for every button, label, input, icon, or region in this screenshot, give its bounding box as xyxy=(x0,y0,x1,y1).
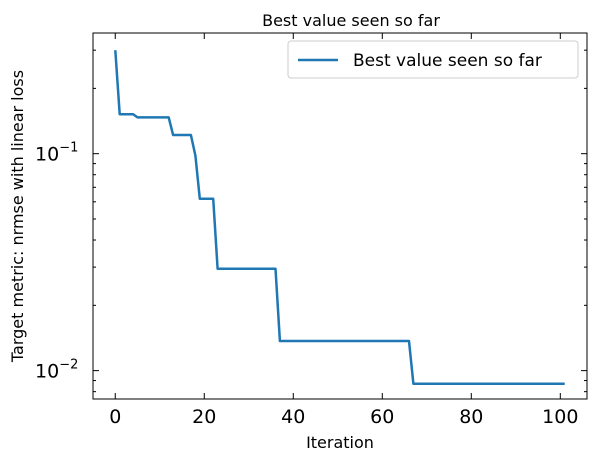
x-tick-label: 20 xyxy=(192,406,216,428)
x-tick-label: 40 xyxy=(281,406,305,428)
legend-label: Best value seen so far xyxy=(353,51,542,71)
y-axis-ticks: 10−1 10−2 xyxy=(35,49,587,393)
x-axis-ticks: 0 20 40 60 80 100 xyxy=(109,33,578,428)
chart-title: Best value seen so far xyxy=(262,11,440,30)
plot-frame xyxy=(92,32,588,400)
x-tick-label: 100 xyxy=(542,406,578,428)
legend: Best value seen so far xyxy=(287,40,579,79)
y-axis-label: Target metric: nrmse with linear loss xyxy=(8,70,27,363)
series-layer xyxy=(114,50,565,386)
x-tick-label: 60 xyxy=(370,406,394,428)
x-axis-label: Iteration xyxy=(306,433,374,452)
y-tick-label: 10−2 xyxy=(35,358,78,383)
series-line xyxy=(114,50,565,386)
y-tick-label: 10−1 xyxy=(35,141,78,166)
x-tick-label: 80 xyxy=(459,406,483,428)
x-tick-label: 0 xyxy=(109,406,121,428)
legend-box xyxy=(287,40,579,79)
